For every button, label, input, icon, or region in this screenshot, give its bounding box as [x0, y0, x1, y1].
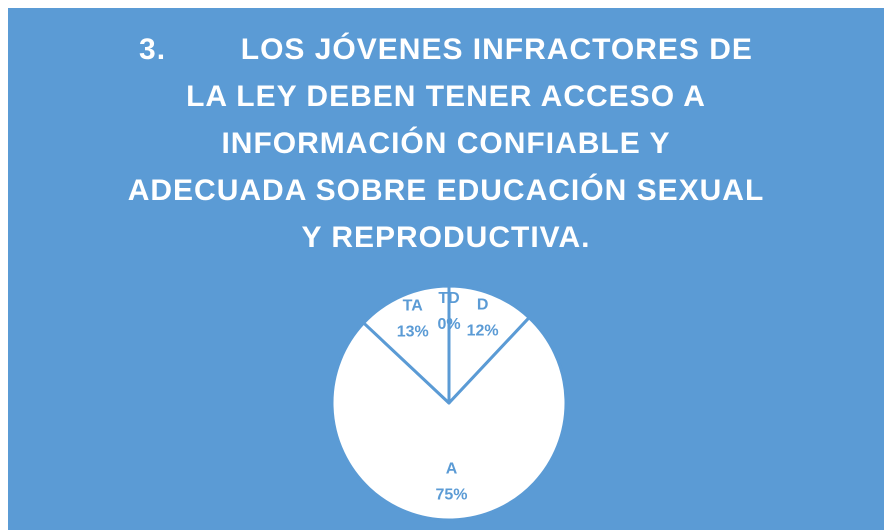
pie-slice: [330, 316, 568, 522]
slice-value-label: 12%: [467, 322, 499, 339]
pie-slice: [447, 284, 531, 405]
chart-title: 3. LOS JÓVENES INFRACTORES DE LA LEY DEB…: [127, 33, 765, 254]
slice-value-label: 13%: [397, 323, 429, 340]
slice-category-label: TA: [403, 297, 424, 314]
slice-value-label: 0%: [437, 316, 460, 333]
slice-category-label: TD: [438, 290, 459, 307]
slice-category-label: A: [446, 461, 458, 478]
slice-value-label: 75%: [435, 487, 467, 504]
pie-slice: [362, 284, 451, 405]
slice-category-label: D: [477, 296, 489, 313]
